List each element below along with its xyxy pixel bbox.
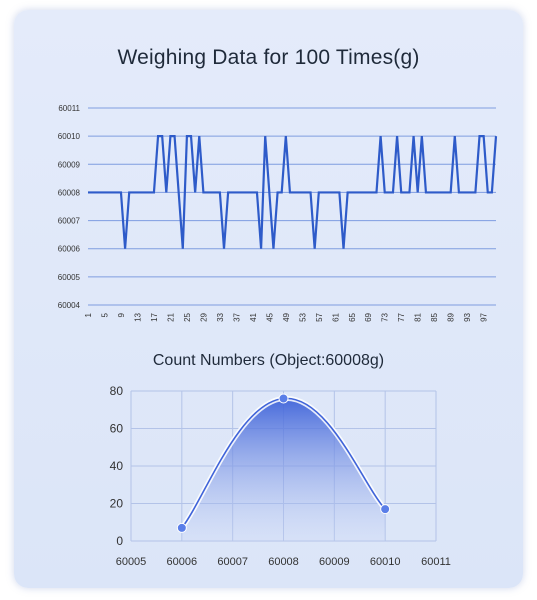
y-tick-label: 40 <box>110 459 124 473</box>
count-area-fill <box>181 398 386 541</box>
x-tick-label: 45 <box>265 312 274 321</box>
x-tick-label: 60009 <box>319 556 350 568</box>
y-tick-label: 60004 <box>58 301 81 310</box>
x-tick-label: 77 <box>397 312 406 321</box>
count-data-point <box>380 504 391 515</box>
x-tick-label: 65 <box>348 312 357 321</box>
x-tick-label: 60006 <box>167 556 198 568</box>
count-data-point <box>176 522 187 533</box>
x-tick-label: 73 <box>381 312 390 321</box>
x-tick-label: 60011 <box>421 556 451 568</box>
x-tick-label: 41 <box>249 312 258 321</box>
x-tick-label: 81 <box>414 312 423 321</box>
weighing-series-line <box>88 135 498 249</box>
count-data-point <box>278 393 289 404</box>
y-tick-label: 60005 <box>58 273 81 282</box>
area-chart-title: Count Numbers (Object:60008g) <box>152 352 385 369</box>
y-tick-label: 60006 <box>58 245 81 254</box>
y-tick-label: 60011 <box>58 104 80 113</box>
y-tick-label: 20 <box>110 497 124 511</box>
y-tick-label: 60010 <box>58 132 81 141</box>
x-tick-label: 17 <box>150 312 159 321</box>
y-tick-label: 0 <box>116 534 123 548</box>
x-tick-label: 1 <box>84 312 93 317</box>
y-tick-label: 60008 <box>58 188 81 197</box>
x-tick-label: 60010 <box>370 556 401 568</box>
y-tick-label: 60 <box>110 422 124 436</box>
x-tick-label: 37 <box>232 312 241 321</box>
x-tick-label: 69 <box>364 312 373 321</box>
x-tick-label: 60007 <box>217 556 248 568</box>
x-tick-label: 25 <box>183 312 192 321</box>
x-tick-label: 89 <box>447 312 456 321</box>
x-tick-label: 57 <box>315 312 324 321</box>
x-tick-label: 5 <box>100 312 109 317</box>
x-tick-label: 29 <box>199 312 208 321</box>
x-tick-label: 49 <box>282 312 291 321</box>
x-tick-label: 9 <box>117 312 126 317</box>
y-tick-label: 60009 <box>58 160 81 169</box>
x-tick-label: 13 <box>133 312 142 321</box>
line-chart-title: Weighing Data for 100 Times(g) <box>117 46 420 69</box>
x-tick-label: 53 <box>298 312 307 321</box>
x-tick-label: 61 <box>331 312 340 321</box>
y-tick-label: 60007 <box>58 217 81 226</box>
x-tick-label: 93 <box>463 312 472 321</box>
y-tick-label: 80 <box>110 384 124 398</box>
x-tick-label: 85 <box>430 312 439 321</box>
x-tick-label: 21 <box>166 312 175 321</box>
x-tick-label: 60008 <box>268 556 299 568</box>
x-tick-label: 60005 <box>116 556 147 568</box>
x-tick-label: 97 <box>480 312 489 321</box>
x-tick-label: 33 <box>216 312 225 321</box>
